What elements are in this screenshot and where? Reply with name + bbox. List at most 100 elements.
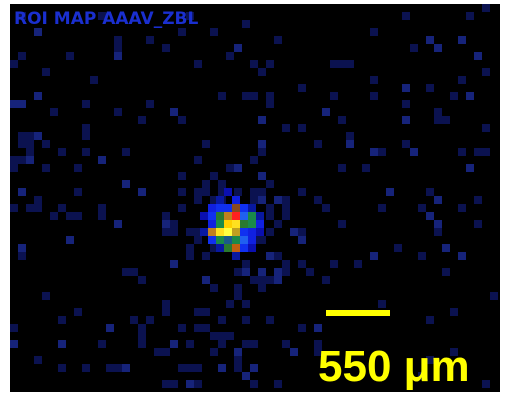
- pixel: [194, 364, 202, 372]
- hotspot: [200, 188, 264, 260]
- pixel: [474, 148, 482, 156]
- pixel: [178, 204, 186, 212]
- pixel: [362, 164, 370, 172]
- pixel: [162, 212, 170, 220]
- pixel: [34, 28, 42, 36]
- pixel: [178, 364, 186, 372]
- pixel: [170, 108, 178, 116]
- pixel: [162, 308, 170, 316]
- pixel: [42, 164, 50, 172]
- pixel: [138, 116, 146, 124]
- pixel: [330, 60, 338, 68]
- pixel: [370, 92, 378, 100]
- pixel: [50, 212, 58, 220]
- pixel: [114, 36, 122, 44]
- pixel: [248, 228, 256, 236]
- pixel: [370, 148, 378, 156]
- pixel: [210, 196, 218, 204]
- pixel: [274, 380, 282, 388]
- pixel: [162, 380, 170, 388]
- pixel: [194, 236, 202, 244]
- pixel: [74, 212, 82, 220]
- pixel: [194, 228, 202, 236]
- pixel: [248, 244, 256, 252]
- pixel: [138, 324, 146, 332]
- pixel: [240, 228, 248, 236]
- pixel: [330, 92, 338, 100]
- pixel: [314, 348, 322, 356]
- pixel: [482, 4, 490, 12]
- pixel: [226, 332, 234, 340]
- pixel: [18, 52, 26, 60]
- pixel: [224, 220, 232, 228]
- pixel: [202, 324, 210, 332]
- pixel: [258, 148, 266, 156]
- pixel: [474, 52, 482, 60]
- pixel: [10, 156, 18, 164]
- pixel: [162, 348, 170, 356]
- pixel: [242, 260, 250, 268]
- pixel: [232, 236, 240, 244]
- pixel: [10, 100, 18, 108]
- pixel: [242, 316, 250, 324]
- pixel: [224, 188, 232, 196]
- pixel: [474, 220, 482, 228]
- pixel: [210, 28, 218, 36]
- pixel: [232, 252, 240, 260]
- pixel: [18, 100, 26, 108]
- pixel: [298, 84, 306, 92]
- pixel: [34, 92, 42, 100]
- pixel: [210, 284, 218, 292]
- scale-label: 550 μm: [318, 342, 470, 391]
- pixel: [18, 132, 26, 140]
- pixel: [226, 164, 234, 172]
- pixel: [224, 236, 232, 244]
- pixel: [162, 228, 170, 236]
- pixel: [434, 228, 442, 236]
- pixel: [170, 380, 178, 388]
- pixel: [18, 12, 26, 20]
- pixel: [242, 300, 250, 308]
- pixel: [202, 188, 210, 196]
- pixel: [466, 92, 474, 100]
- pixel: [232, 228, 240, 236]
- pixel: [314, 196, 322, 204]
- pixel: [66, 212, 74, 220]
- pixel: [234, 44, 242, 52]
- pixel: [218, 188, 226, 196]
- pixel: [106, 364, 114, 372]
- pixel: [250, 196, 258, 204]
- pixel: [210, 172, 218, 180]
- pixel: [106, 324, 114, 332]
- pixel: [58, 364, 66, 372]
- pixel: [82, 148, 90, 156]
- pixel: [138, 188, 146, 196]
- pixel: [298, 324, 306, 332]
- pixel: [226, 300, 234, 308]
- pixel: [386, 188, 394, 196]
- pixel: [194, 308, 202, 316]
- pixel: [426, 316, 434, 324]
- pixel: [18, 252, 26, 260]
- pixel: [250, 60, 258, 68]
- pixel: [258, 188, 266, 196]
- pixel: [338, 220, 346, 228]
- pixel: [226, 52, 234, 60]
- pixel: [130, 268, 138, 276]
- pixel: [482, 148, 490, 156]
- pixel: [170, 220, 178, 228]
- pixel: [250, 364, 258, 372]
- pixel: [322, 204, 330, 212]
- pixel: [274, 196, 282, 204]
- pixel: [178, 172, 186, 180]
- pixel: [82, 132, 90, 140]
- pixel: [482, 380, 490, 388]
- pixel: [42, 140, 50, 148]
- pixel: [258, 276, 266, 284]
- pixel: [250, 340, 258, 348]
- pixel: [434, 116, 442, 124]
- pixel: [114, 44, 122, 52]
- pixel: [224, 244, 232, 252]
- pixel: [178, 324, 186, 332]
- pixel: [210, 348, 218, 356]
